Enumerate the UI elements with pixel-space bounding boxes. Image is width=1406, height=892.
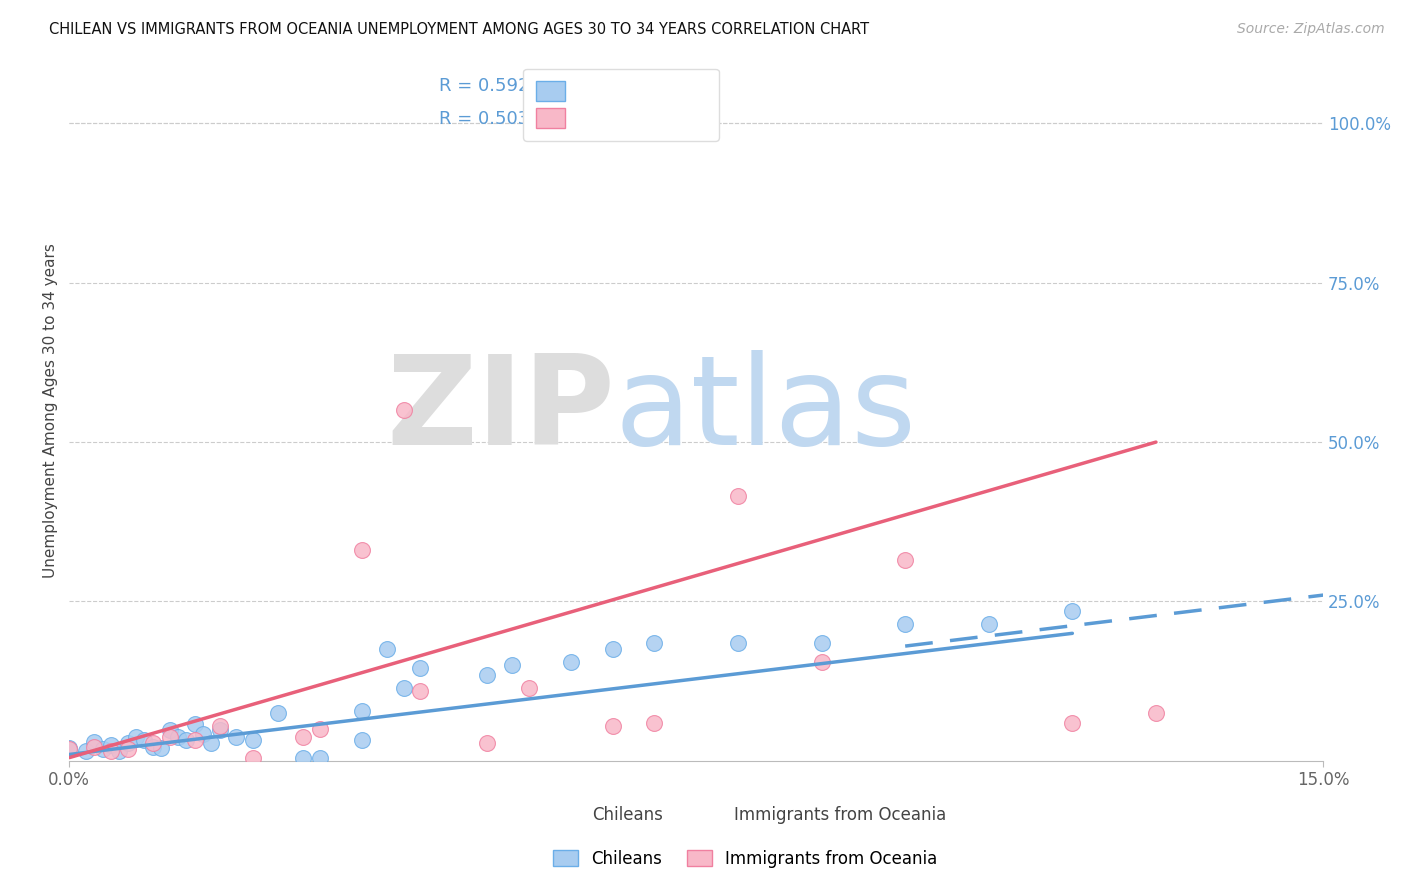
Point — [200, 736, 222, 750]
Point — [150, 741, 173, 756]
Point — [477, 736, 499, 750]
Point — [602, 642, 624, 657]
Point — [117, 736, 139, 750]
Point — [409, 683, 432, 698]
Point — [83, 735, 105, 749]
Point — [142, 739, 165, 754]
Point — [91, 742, 114, 756]
Point — [125, 730, 148, 744]
Point — [409, 661, 432, 675]
Point — [159, 723, 181, 738]
Point — [810, 655, 832, 669]
Point — [643, 636, 665, 650]
Text: R = 0.503: R = 0.503 — [439, 110, 530, 128]
Text: N = 23: N = 23 — [627, 110, 690, 128]
Point — [117, 742, 139, 756]
Legend:                       ,                       : , — [523, 69, 718, 141]
Point — [58, 741, 80, 756]
Point — [183, 717, 205, 731]
Point — [727, 636, 749, 650]
Point — [309, 750, 332, 764]
Y-axis label: Unemployment Among Ages 30 to 34 years: Unemployment Among Ages 30 to 34 years — [44, 243, 58, 578]
Point — [392, 681, 415, 695]
Text: R = 0.592: R = 0.592 — [439, 77, 530, 95]
Point — [501, 658, 523, 673]
Point — [267, 706, 290, 720]
Text: Chileans: Chileans — [592, 806, 662, 824]
Point — [100, 744, 122, 758]
Point — [58, 742, 80, 756]
Text: Immigrants from Oceania: Immigrants from Oceania — [734, 806, 946, 824]
Point — [517, 681, 540, 695]
Point — [602, 719, 624, 733]
Point — [292, 750, 315, 764]
Point — [225, 730, 247, 744]
Point — [1144, 706, 1167, 720]
Point — [108, 744, 131, 758]
Point — [292, 730, 315, 744]
Point — [810, 636, 832, 650]
Text: atlas: atlas — [614, 350, 917, 471]
Point — [350, 733, 373, 747]
Point — [191, 727, 214, 741]
Point — [208, 719, 231, 733]
Point — [894, 553, 917, 567]
Text: CHILEAN VS IMMIGRANTS FROM OCEANIA UNEMPLOYMENT AMONG AGES 30 TO 34 YEARS CORREL: CHILEAN VS IMMIGRANTS FROM OCEANIA UNEMP… — [49, 22, 869, 37]
Text: Source: ZipAtlas.com: Source: ZipAtlas.com — [1237, 22, 1385, 37]
Point — [560, 655, 582, 669]
Point — [242, 750, 264, 764]
Point — [375, 642, 398, 657]
Point — [134, 732, 156, 747]
Text: N = 38: N = 38 — [627, 77, 690, 95]
Point — [242, 733, 264, 747]
Point — [977, 616, 1000, 631]
Point — [83, 739, 105, 754]
Point — [477, 667, 499, 681]
Point — [350, 543, 373, 558]
Point — [167, 730, 190, 744]
Point — [75, 744, 97, 758]
Point — [100, 738, 122, 752]
Point — [894, 616, 917, 631]
Text: ZIP: ZIP — [385, 350, 614, 471]
Point — [174, 733, 197, 747]
Point — [1062, 604, 1084, 618]
Point — [309, 722, 332, 736]
Point — [183, 733, 205, 747]
Point — [727, 489, 749, 503]
Point — [142, 736, 165, 750]
Point — [1062, 715, 1084, 730]
Point — [350, 704, 373, 718]
Point — [643, 715, 665, 730]
Point — [159, 730, 181, 744]
Point — [392, 403, 415, 417]
Legend: Chileans, Immigrants from Oceania: Chileans, Immigrants from Oceania — [546, 844, 945, 875]
Point — [208, 723, 231, 738]
